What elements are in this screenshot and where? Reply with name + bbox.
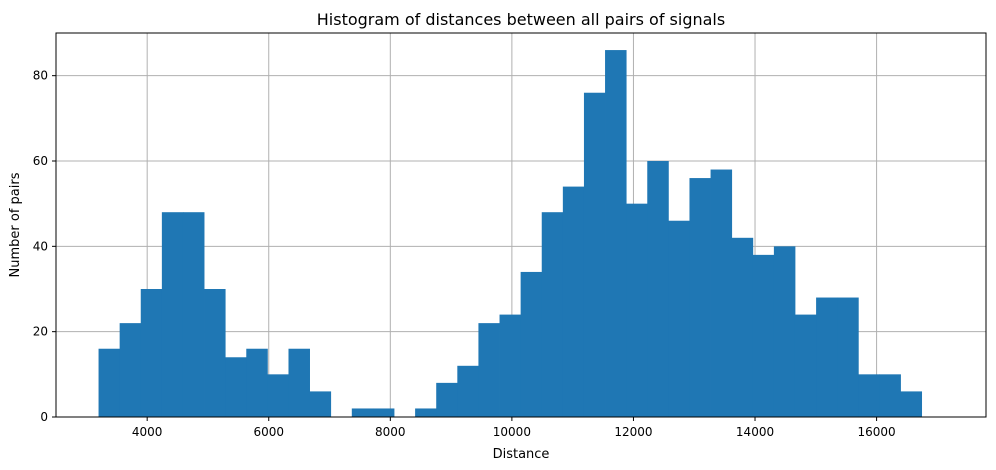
y-tick-label: 0 [40, 410, 48, 424]
histogram-bar [204, 289, 226, 417]
x-tick-label: 4000 [132, 425, 163, 439]
histogram-bar [267, 374, 289, 417]
histogram-bar [605, 50, 627, 418]
histogram-bar [858, 374, 880, 417]
histogram-bars [98, 50, 923, 418]
x-axis-label: Distance [493, 447, 550, 462]
histogram-bar [583, 92, 606, 417]
y-tick-label: 40 [33, 239, 48, 253]
histogram-bar [436, 382, 458, 417]
y-tick-label: 60 [33, 154, 48, 168]
histogram-bar [689, 178, 711, 417]
x-tick-label: 6000 [253, 425, 284, 439]
histogram-bar [478, 323, 500, 417]
histogram-bar [900, 391, 923, 417]
histogram-bar [225, 357, 247, 417]
histogram-bar [372, 408, 395, 417]
histogram-bar [161, 212, 184, 417]
x-axis-ticks: 4000 6000 8000 10000 12000 14000 16000 [132, 417, 896, 439]
histogram-bar [457, 365, 479, 417]
histogram-bar [562, 186, 585, 417]
histogram-bar [182, 212, 205, 417]
plot-area-frame [55, 32, 987, 418]
y-axis-label: Number of pairs [8, 172, 23, 277]
histogram-bar [816, 297, 838, 417]
y-axis-ticks: 0 20 40 60 80 [33, 69, 56, 424]
histogram-bar [309, 391, 332, 417]
histogram-bar [541, 212, 564, 417]
x-tick-label: 16000 [857, 425, 895, 439]
histogram-bar [140, 289, 163, 417]
histogram-bar [668, 220, 690, 417]
histogram-bar [351, 408, 374, 417]
y-tick-label: 20 [33, 325, 48, 339]
histogram-bar [499, 314, 522, 417]
x-tick-label: 8000 [375, 425, 406, 439]
histogram-bar [98, 348, 121, 417]
histogram-bar [415, 408, 437, 417]
x-tick-label: 14000 [736, 425, 774, 439]
histogram-bar [710, 169, 733, 417]
chart-title: Histogram of distances between all pairs… [317, 10, 725, 29]
histogram-bar [119, 323, 142, 417]
y-tick-label: 80 [33, 69, 48, 83]
histogram-bar [731, 237, 754, 417]
x-tick-label: 12000 [614, 425, 652, 439]
histogram-bar [773, 246, 796, 417]
histogram-bar [752, 254, 775, 417]
histogram-bar [647, 161, 669, 417]
histogram-bar [288, 348, 310, 417]
histogram-bar [520, 271, 543, 417]
histogram-bar [794, 314, 817, 417]
histogram-bar [879, 374, 901, 417]
histogram-bar [626, 203, 648, 417]
histogram-bar [837, 297, 859, 417]
x-tick-label: 10000 [493, 425, 531, 439]
histogram-bar [246, 348, 268, 417]
